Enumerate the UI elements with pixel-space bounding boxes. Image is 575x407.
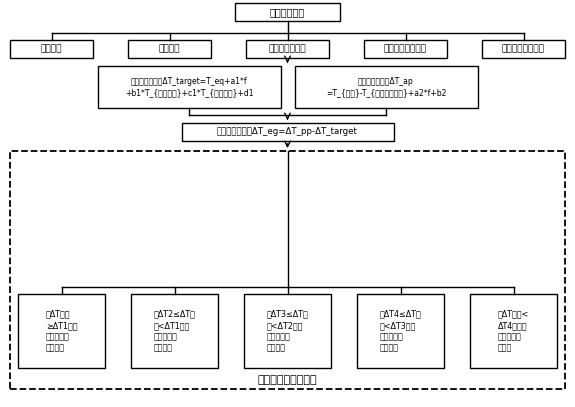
Text: 目标吸气过热度ΔT_target=T_eq+a1*f
+b1*T_{内机盘管}+c1*T_{外机盘管}+d1: 目标吸气过热度ΔT_target=T_eq+a1*f +b1*T_{内机盘管}+… bbox=[125, 77, 253, 97]
Text: 压缩机运行频率: 压缩机运行频率 bbox=[269, 44, 306, 53]
Bar bbox=[235, 3, 340, 21]
Bar bbox=[10, 40, 93, 58]
Text: 若ΔT2≤ΔT误
差<ΔT1，则
进入缓开控
制区控制: 若ΔT2≤ΔT误 差<ΔT1，则 进入缓开控 制区控制 bbox=[154, 310, 196, 352]
Bar bbox=[482, 40, 565, 58]
Text: 若ΔT4≤ΔT误
差<ΔT3，则
进入缓关控
制区控制: 若ΔT4≤ΔT误 差<ΔT3，则 进入缓关控 制区控制 bbox=[380, 310, 421, 352]
Text: 吸气温度: 吸气温度 bbox=[41, 44, 62, 53]
Bar bbox=[294, 66, 477, 108]
Bar bbox=[244, 294, 331, 368]
Bar bbox=[18, 294, 105, 368]
Text: 若ΔT3≤ΔT误
差<ΔT2，则
进入稳定控
制区控制: 若ΔT3≤ΔT误 差<ΔT2，则 进入稳定控 制区控制 bbox=[267, 310, 308, 352]
Bar bbox=[364, 40, 447, 58]
Text: 动态过热度模糊控制: 动态过热度模糊控制 bbox=[258, 375, 317, 385]
Bar bbox=[128, 40, 211, 58]
Text: 排气温度: 排气温度 bbox=[159, 44, 180, 53]
Text: 实际吸气过热度ΔT_ap
=T_{吸气}-T_{蒸发温度换算}+a2*f+b2: 实际吸气过热度ΔT_ap =T_{吸气}-T_{蒸发温度换算}+a2*f+b2 bbox=[326, 77, 446, 97]
Bar bbox=[246, 40, 329, 58]
Text: 吸气过热度偏差ΔT_eg=ΔT_pp-ΔT_target: 吸气过热度偏差ΔT_eg=ΔT_pp-ΔT_target bbox=[217, 127, 358, 136]
Bar bbox=[470, 294, 557, 368]
Text: 空调开始运行: 空调开始运行 bbox=[270, 7, 305, 17]
Text: 室外侧换热器温度: 室外侧换热器温度 bbox=[502, 44, 545, 53]
Text: 若ΔT误差
≥ΔT1，则
进入急开控
制区控制: 若ΔT误差 ≥ΔT1，则 进入急开控 制区控制 bbox=[46, 310, 77, 352]
Bar bbox=[98, 66, 281, 108]
Bar bbox=[131, 294, 218, 368]
Text: 若ΔT误差<
ΔT4，则进
入急关控制
区控制: 若ΔT误差< ΔT4，则进 入急关控制 区控制 bbox=[498, 310, 529, 352]
Bar bbox=[182, 123, 393, 141]
Bar bbox=[357, 294, 444, 368]
Bar bbox=[10, 151, 565, 389]
Text: 室内侧换热器温度: 室内侧换热器温度 bbox=[384, 44, 427, 53]
